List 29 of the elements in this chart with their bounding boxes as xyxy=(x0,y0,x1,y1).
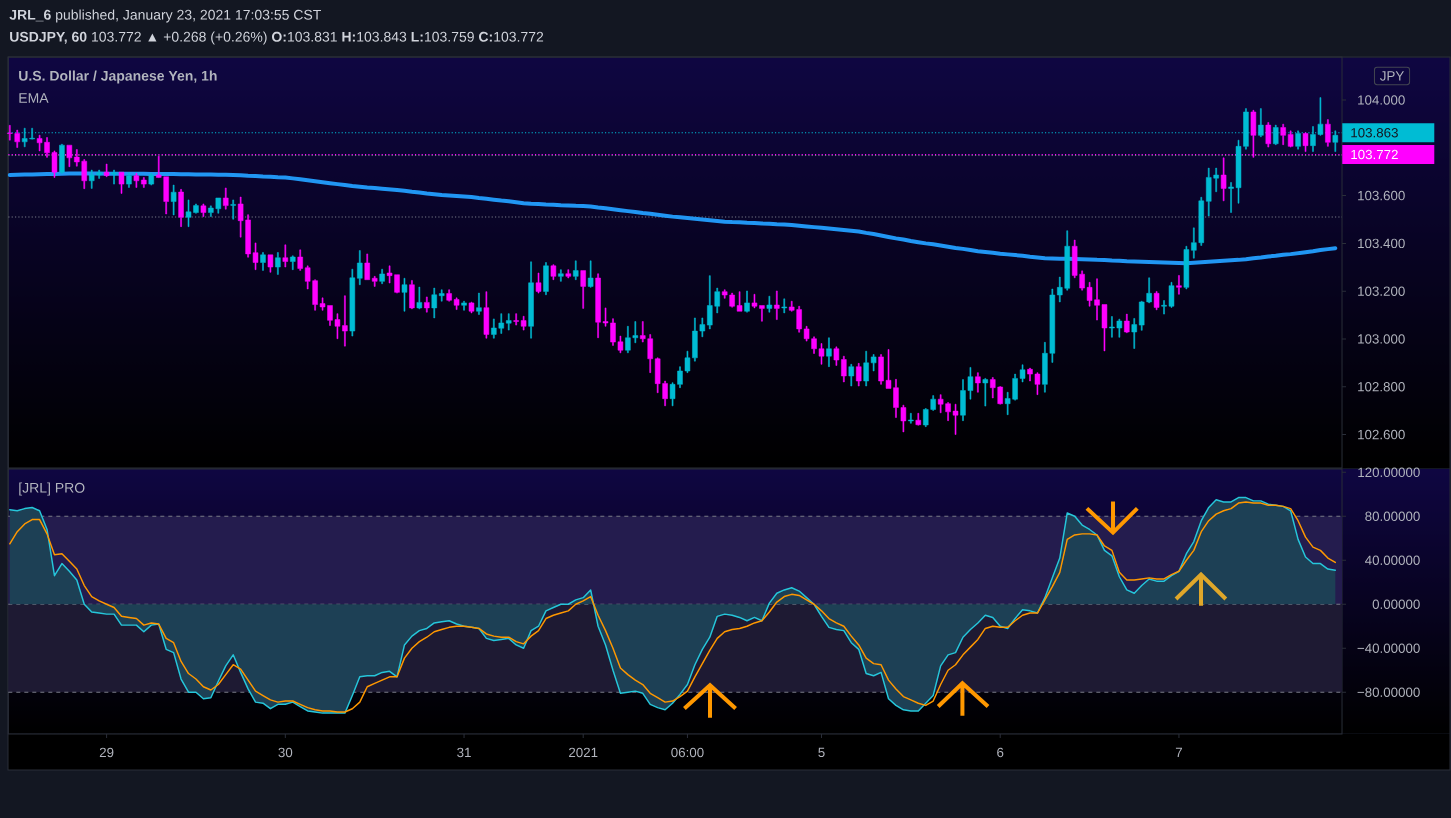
text: JPY xyxy=(1380,71,1404,81)
y-tick-label: 103.400 xyxy=(1358,238,1405,249)
y-tick-label: 103.600 xyxy=(1358,190,1405,201)
x-tick-label: 30 xyxy=(278,747,293,758)
text: [JRL] PRO xyxy=(19,482,85,496)
y-tick-label: 104.000 xyxy=(1358,95,1405,105)
x-tick-label: 5 xyxy=(818,747,825,758)
y-tick-label: 103.000 xyxy=(1358,334,1405,344)
y-tick-label: 103.200 xyxy=(1358,286,1405,296)
y-tick-label: −40.00000 xyxy=(1357,643,1420,653)
text: USDJPY, 60 103.772 ▲ +0.268 (+0.26%) O:103.831 H:103.843 L:103.759 C:103.772 xyxy=(10,31,544,45)
ref-line-label: 103.863 xyxy=(1351,128,1398,138)
y-tick-label: 102.800 xyxy=(1358,382,1405,392)
x-tick-label: 29 xyxy=(99,747,114,758)
y-tick-label: 102.600 xyxy=(1358,429,1405,440)
x-tick-label: 7 xyxy=(1175,747,1182,757)
x-tick-label: 2021 xyxy=(569,747,598,758)
x-tick-label: 06:00 xyxy=(671,747,704,758)
text: U.S. Dollar / Japanese Yen, 1h xyxy=(19,70,217,84)
y-tick-label: 0.00000 xyxy=(1372,599,1420,609)
text: JRL_6 published, January 23, 2021 17:03:55 CST xyxy=(9,9,321,23)
y-tick-label: 40.00000 xyxy=(1365,555,1420,565)
annotation: EMA xyxy=(19,93,49,103)
x-tick-label: 6 xyxy=(997,747,1004,758)
x-tick-label: 31 xyxy=(457,747,471,758)
ref-line-label: 103.772 xyxy=(1351,149,1398,160)
y-tick-label: 80.00000 xyxy=(1365,511,1420,521)
y-tick-label: −80.00000 xyxy=(1357,687,1420,697)
y-tick-label: 120.00000 xyxy=(1358,467,1420,478)
